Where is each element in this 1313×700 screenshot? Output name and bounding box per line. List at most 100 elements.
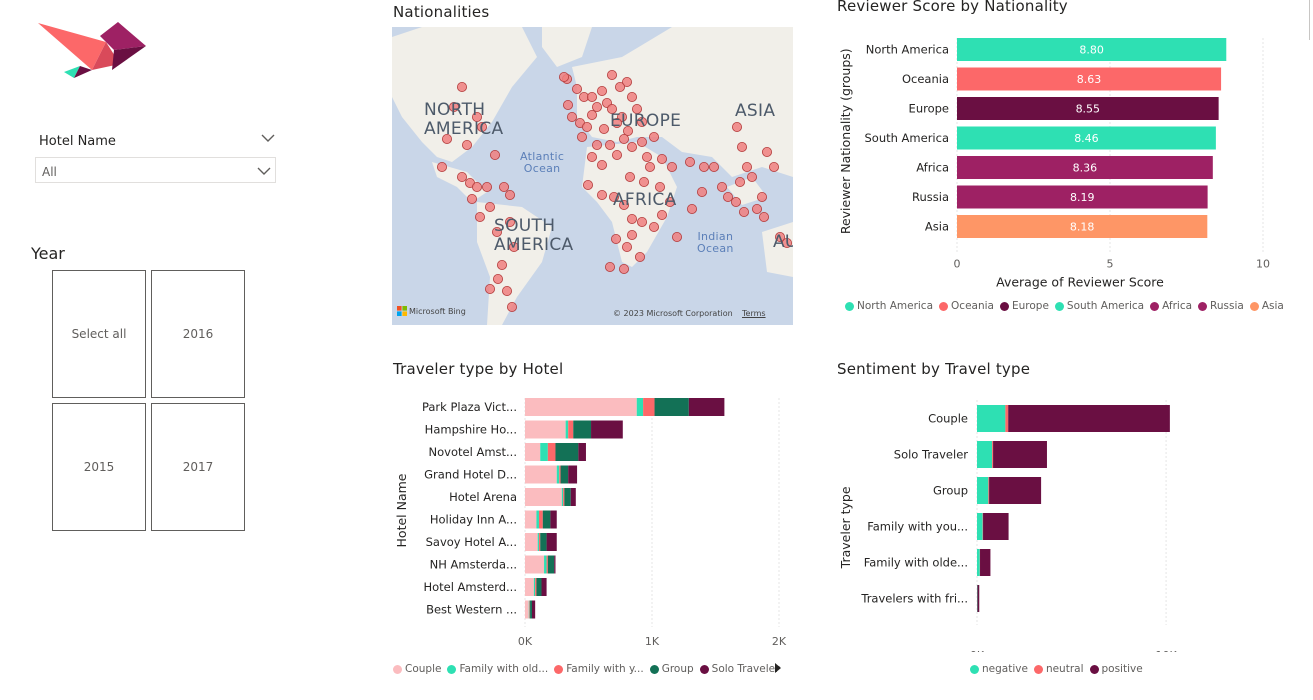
map-dot[interactable] [686, 203, 697, 214]
map-dot[interactable] [648, 132, 659, 143]
bar[interactable] [957, 156, 1213, 179]
map-dot[interactable] [462, 140, 473, 151]
bar-segment[interactable] [992, 441, 994, 468]
sentiment-legend-item[interactable]: negative [970, 663, 1028, 675]
map-dot[interactable] [614, 82, 625, 93]
map-dot[interactable] [621, 77, 632, 88]
score-legend-item[interactable]: Asia [1249, 300, 1284, 312]
map-dot[interactable] [751, 203, 762, 214]
map-dot[interactable] [621, 241, 632, 252]
sentiment-chart[interactable]: 0K 10K Couple Solo Traveler Group Family with… [835, 390, 1195, 652]
map-dot[interactable] [741, 161, 752, 172]
bar-segment[interactable] [568, 465, 578, 484]
map-dot[interactable] [482, 181, 493, 192]
map-dot[interactable] [596, 159, 607, 170]
hotel-name-dropdown[interactable]: All [35, 157, 276, 183]
bar-segment[interactable] [540, 533, 547, 551]
bar-segment[interactable] [555, 443, 579, 461]
map-dot[interactable] [736, 142, 747, 153]
bar-segment[interactable] [688, 398, 725, 416]
map-dot[interactable] [738, 206, 749, 217]
map-dot[interactable] [730, 196, 741, 207]
map-dot[interactable] [558, 72, 569, 83]
bar[interactable] [957, 126, 1216, 150]
map-dot[interactable] [457, 82, 468, 93]
score-legend-item[interactable]: North America [845, 300, 933, 312]
bar-segment[interactable] [556, 465, 560, 484]
map-dot[interactable] [636, 216, 647, 227]
bar-segment[interactable] [546, 533, 557, 551]
map-dot[interactable] [586, 92, 597, 103]
map-dot[interactable] [505, 216, 516, 227]
map-dot[interactable] [475, 211, 486, 222]
map-dot[interactable] [618, 199, 629, 210]
map-dot[interactable] [626, 213, 637, 224]
map-dot[interactable] [696, 186, 707, 197]
bar-segment[interactable] [547, 555, 555, 574]
map-dot[interactable] [507, 301, 518, 312]
bar-segment[interactable] [525, 578, 534, 596]
bar-segment[interactable] [537, 533, 539, 551]
traveler-legend-item[interactable]: Couple [393, 663, 441, 675]
bar-segment[interactable] [525, 510, 537, 529]
bar[interactable] [957, 185, 1208, 209]
year-tile-select-all[interactable]: Select all [52, 270, 146, 398]
map-dot[interactable] [467, 193, 478, 204]
traveler-legend-item[interactable]: Group [649, 663, 694, 675]
bar-segment[interactable] [591, 420, 623, 439]
map-dot[interactable] [618, 263, 629, 274]
bar-segment[interactable] [977, 585, 978, 612]
map-dot[interactable] [631, 104, 642, 115]
year-tile-2016[interactable]: 2016 [151, 270, 245, 398]
year-tile-2017[interactable]: 2017 [151, 403, 245, 531]
bar-segment[interactable] [573, 420, 592, 439]
bar-segment[interactable] [570, 488, 576, 506]
bar-segment[interactable] [561, 488, 564, 506]
traveler-legend-item[interactable]: Family with y... [554, 663, 644, 675]
map-dot[interactable] [611, 150, 622, 161]
bar-segment[interactable] [525, 398, 637, 416]
map-dot[interactable] [490, 150, 501, 161]
map-dot[interactable] [477, 122, 488, 133]
map-dot[interactable] [758, 211, 769, 222]
map-dot[interactable] [566, 112, 577, 123]
map-dot[interactable] [644, 161, 655, 172]
bar-segment[interactable] [525, 555, 545, 574]
bar-segment[interactable] [654, 398, 689, 416]
bar-segment[interactable] [554, 555, 556, 574]
map-dot[interactable] [509, 241, 520, 252]
map-dot[interactable] [586, 110, 597, 121]
bar-segment[interactable] [993, 441, 1047, 468]
map-dot[interactable] [472, 112, 483, 123]
map-dot[interactable] [624, 171, 635, 182]
bar-segment[interactable] [538, 510, 543, 529]
bar-segment[interactable] [525, 443, 541, 461]
map-dot[interactable] [716, 181, 727, 192]
score-legend-item[interactable]: Russia [1198, 300, 1244, 312]
score-legend-item[interactable]: South America [1054, 300, 1144, 312]
map-dot[interactable] [664, 196, 675, 207]
map-dot[interactable] [581, 122, 592, 133]
map-dot[interactable] [576, 132, 587, 143]
bar-segment[interactable] [541, 578, 547, 596]
map-dot[interactable] [591, 140, 602, 151]
bar-segment[interactable] [536, 578, 542, 596]
bar-segment[interactable] [563, 488, 565, 506]
bar-segment[interactable] [988, 477, 990, 504]
map-dot[interactable] [606, 104, 617, 115]
map-dot[interactable] [746, 171, 757, 182]
map-dot[interactable] [781, 237, 792, 248]
bar-segment[interactable] [636, 398, 644, 416]
score-legend-item[interactable]: Europe [999, 300, 1049, 312]
bar-segment[interactable] [544, 555, 547, 574]
map-dot[interactable] [497, 259, 508, 270]
map-dot[interactable] [449, 102, 460, 113]
bar-segment[interactable] [542, 510, 551, 529]
map-dot[interactable] [598, 124, 609, 135]
map-dot[interactable] [698, 161, 709, 172]
bar-segment[interactable] [525, 488, 562, 506]
map-dot[interactable] [622, 126, 633, 137]
map-dot[interactable] [492, 226, 503, 237]
bar[interactable] [957, 38, 1227, 61]
map-dot[interactable] [457, 171, 468, 182]
